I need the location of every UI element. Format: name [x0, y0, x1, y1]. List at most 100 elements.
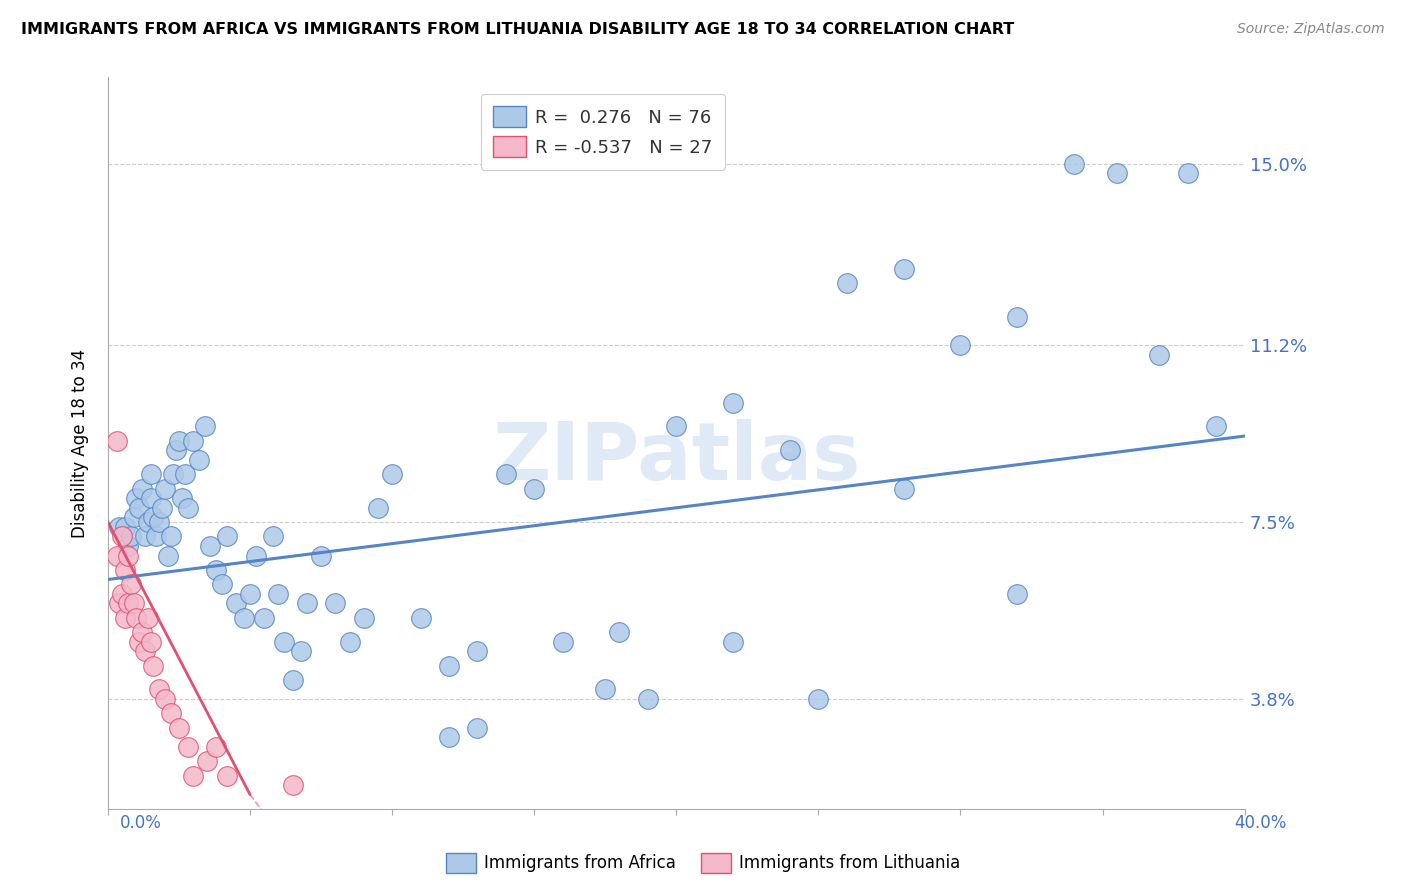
Text: 40.0%: 40.0%	[1234, 814, 1286, 831]
Point	[239, 587, 262, 601]
Point	[125, 611, 148, 625]
Point	[111, 529, 134, 543]
Point	[273, 634, 295, 648]
Point	[245, 549, 267, 563]
Point	[835, 276, 858, 290]
Point	[253, 611, 276, 625]
Point	[176, 500, 198, 515]
Point	[139, 467, 162, 482]
Point	[176, 739, 198, 754]
Point	[148, 515, 170, 529]
Point	[200, 539, 222, 553]
Point	[893, 482, 915, 496]
Point	[122, 510, 145, 524]
Point	[281, 673, 304, 687]
Point	[117, 539, 139, 553]
Point	[1007, 310, 1029, 324]
Point	[779, 443, 801, 458]
Point	[139, 634, 162, 648]
Point	[128, 634, 150, 648]
Point	[148, 682, 170, 697]
Point	[181, 434, 204, 448]
Point	[136, 611, 159, 625]
Point	[139, 491, 162, 506]
Point	[437, 731, 460, 745]
Point	[225, 596, 247, 610]
Point	[495, 467, 517, 482]
Point	[637, 692, 659, 706]
Text: Source: ZipAtlas.com: Source: ZipAtlas.com	[1237, 22, 1385, 37]
Point	[181, 768, 204, 782]
Text: 0.0%: 0.0%	[120, 814, 162, 831]
Point	[1105, 166, 1128, 180]
Point	[309, 549, 332, 563]
Point	[290, 644, 312, 658]
Point	[159, 529, 181, 543]
Point	[156, 549, 179, 563]
Point	[159, 706, 181, 721]
Point	[281, 778, 304, 792]
Point	[194, 419, 217, 434]
Point	[593, 682, 616, 697]
Point	[136, 515, 159, 529]
Point	[134, 529, 156, 543]
Point	[197, 754, 219, 768]
Point	[167, 434, 190, 448]
Point	[949, 338, 972, 352]
Point	[108, 520, 131, 534]
Point	[893, 261, 915, 276]
Point	[167, 721, 190, 735]
Point	[131, 625, 153, 640]
Point	[233, 611, 256, 625]
Point	[1063, 156, 1085, 170]
Point	[114, 520, 136, 534]
Point	[162, 467, 184, 482]
Point	[295, 596, 318, 610]
Point	[150, 500, 173, 515]
Point	[122, 596, 145, 610]
Point	[721, 634, 744, 648]
Point	[165, 443, 187, 458]
Point	[409, 611, 432, 625]
Point	[205, 563, 228, 577]
Point	[217, 529, 239, 543]
Point	[262, 529, 284, 543]
Point	[117, 549, 139, 563]
Point	[609, 625, 631, 640]
Point	[1149, 348, 1171, 362]
Point	[117, 596, 139, 610]
Point	[131, 482, 153, 496]
Point	[217, 768, 239, 782]
Point	[665, 419, 688, 434]
Point	[523, 482, 546, 496]
Point	[339, 634, 361, 648]
Point	[367, 500, 389, 515]
Point	[381, 467, 404, 482]
Point	[120, 577, 142, 591]
Point	[153, 482, 176, 496]
Text: ZIPatlas: ZIPatlas	[492, 419, 860, 497]
Point	[187, 453, 209, 467]
Point	[353, 611, 375, 625]
Point	[467, 721, 489, 735]
Point	[125, 491, 148, 506]
Point	[267, 587, 290, 601]
Y-axis label: Disability Age 18 to 34: Disability Age 18 to 34	[72, 349, 89, 538]
Legend: R =  0.276   N = 76, R = -0.537   N = 27: R = 0.276 N = 76, R = -0.537 N = 27	[481, 94, 725, 169]
Point	[105, 549, 128, 563]
Point	[173, 467, 195, 482]
Point	[211, 577, 233, 591]
Point	[807, 692, 830, 706]
Point	[128, 500, 150, 515]
Point	[145, 529, 167, 543]
Point	[108, 596, 131, 610]
Point	[142, 510, 165, 524]
Point	[105, 434, 128, 448]
Point	[1177, 166, 1199, 180]
Point	[120, 529, 142, 543]
Point	[134, 644, 156, 658]
Point	[153, 692, 176, 706]
Point	[111, 587, 134, 601]
Point	[721, 395, 744, 409]
Point	[1205, 419, 1227, 434]
